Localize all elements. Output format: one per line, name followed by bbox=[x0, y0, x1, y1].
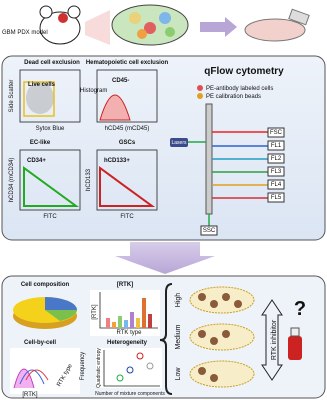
x-label: Sytox Blue bbox=[36, 126, 65, 132]
level-label: Medium bbox=[175, 324, 182, 349]
y-label: [RTK] bbox=[92, 304, 98, 320]
question-mark: ? bbox=[294, 298, 306, 320]
cell bbox=[198, 367, 206, 375]
panel-title: GSCs bbox=[119, 140, 136, 146]
inhibitor-label: RTK inhibitor bbox=[271, 319, 278, 360]
inner-label: Histogram bbox=[80, 88, 107, 94]
x-label: RTK type bbox=[117, 330, 143, 336]
level-label: High bbox=[175, 293, 182, 308]
gate-label: CD45- bbox=[112, 78, 129, 84]
detector-label: FL2 bbox=[271, 156, 282, 162]
y-label: hCD133 bbox=[86, 168, 92, 191]
plot-frame bbox=[19, 149, 81, 211]
panel-title: Heterogeneity bbox=[107, 340, 148, 346]
flow-arrow bbox=[115, 242, 215, 274]
x-label: FITC bbox=[43, 214, 57, 220]
gating-box bbox=[1, 55, 326, 241]
model-label: GBM PDX model bbox=[2, 30, 48, 36]
cell bbox=[222, 293, 230, 301]
gate-label: hCD133+ bbox=[104, 158, 130, 164]
cell bbox=[210, 337, 218, 345]
cell bbox=[234, 300, 242, 308]
level-label: Low bbox=[175, 367, 182, 381]
panel-title: Cell-by-cell bbox=[24, 340, 56, 346]
detector-label: FL1 bbox=[271, 143, 282, 149]
detector bbox=[267, 179, 285, 190]
legend-item: PE calibration beads bbox=[206, 94, 261, 100]
panel-title: [RTK] bbox=[117, 282, 133, 288]
cell bbox=[210, 300, 218, 308]
detector-label: SSC bbox=[203, 228, 216, 234]
top-row: GBM PDX model bbox=[2, 4, 310, 46]
y-label: Frequency bbox=[80, 352, 86, 380]
detector-label: FL4 bbox=[271, 182, 282, 188]
panel-title: Cell composition bbox=[21, 282, 70, 288]
cell bbox=[198, 330, 206, 338]
qflow-title: qFlow cytometry bbox=[204, 66, 284, 77]
detector-label: FSC bbox=[270, 130, 283, 136]
x-label: hCD45 (mCD45) bbox=[105, 126, 150, 132]
x-label: [RTK] bbox=[22, 392, 38, 398]
plot-frame bbox=[96, 69, 158, 123]
y-label: Side Scatter bbox=[9, 80, 15, 113]
qflow: qFlow cytometry PE-antibody labeled cell… bbox=[170, 66, 285, 236]
cell bbox=[210, 374, 218, 382]
panel-title: EC-like bbox=[30, 140, 51, 146]
y-label: hCD34 (mCD34) bbox=[9, 158, 15, 203]
detector-label: FL5 bbox=[271, 195, 282, 201]
detector bbox=[267, 153, 285, 164]
x-label: Number of mixture components bbox=[95, 391, 165, 397]
y-label: Quadratic entropy bbox=[96, 348, 102, 388]
detector bbox=[267, 140, 285, 151]
cell-group bbox=[189, 323, 255, 351]
x-label: FITC bbox=[120, 214, 134, 220]
panel-title: Hematopoietic cell exclusion bbox=[86, 60, 169, 66]
detector bbox=[267, 192, 285, 203]
legend-item: PE-antibody labeled cells bbox=[206, 86, 273, 92]
gating-panels: Dead cell exclusion Live cells Side Scat… bbox=[9, 60, 169, 220]
gate-label: Live cells bbox=[28, 82, 56, 88]
cell-group bbox=[189, 360, 255, 388]
detector bbox=[267, 166, 285, 177]
cell bbox=[222, 330, 230, 338]
lasers-label: Lasers bbox=[171, 140, 187, 146]
plot-frame bbox=[19, 69, 81, 123]
plot-frame bbox=[96, 149, 158, 211]
detector-label: FL3 bbox=[271, 169, 282, 175]
cell bbox=[198, 293, 206, 301]
panel-title: Dead cell exclusion bbox=[24, 60, 80, 66]
analysis: Cell composition [RTK] [RTK] RTK type Ce… bbox=[10, 282, 306, 398]
gate-label: CD34+ bbox=[27, 158, 46, 164]
